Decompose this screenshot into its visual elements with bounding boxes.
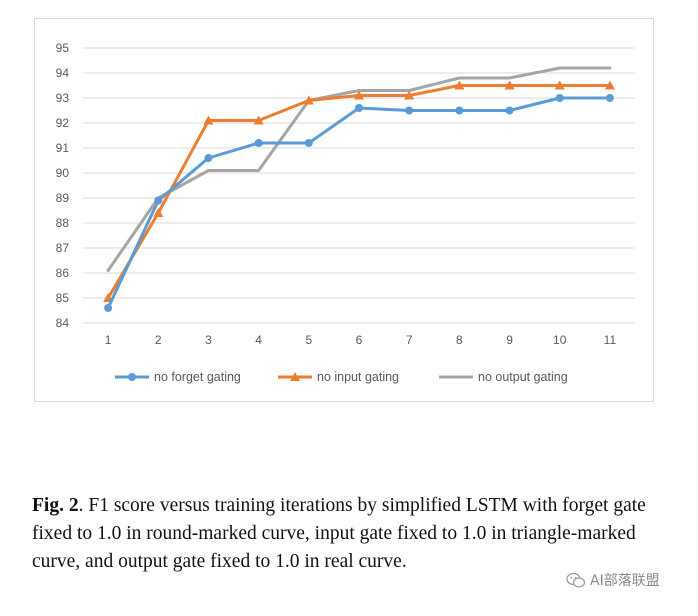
legend-item: no forget gating <box>115 370 241 384</box>
data-point <box>454 80 465 90</box>
x-tick-label: 11 <box>604 333 617 347</box>
data-point <box>554 80 565 90</box>
data-point <box>505 106 514 115</box>
y-tick-label: 94 <box>56 66 70 80</box>
x-axis-ticks: 1 2 3 4 5 6 7 8 9 10 11 <box>105 333 617 347</box>
legend-item: no output gating <box>439 370 568 384</box>
figure-caption: Fig. 2. F1 score versus training iterati… <box>32 492 672 576</box>
wechat-icon <box>566 572 586 588</box>
data-point <box>354 90 364 100</box>
data-point <box>455 106 464 115</box>
data-point <box>405 106 414 115</box>
x-tick-label: 8 <box>456 333 463 347</box>
legend-marker <box>128 373 136 381</box>
x-tick-label: 6 <box>356 333 363 347</box>
x-tick-label: 10 <box>553 333 567 347</box>
data-point <box>605 94 614 102</box>
data-point <box>504 80 515 90</box>
y-tick-label: 92 <box>56 116 70 130</box>
watermark: AI部落联盟 <box>562 568 666 592</box>
data-point <box>254 139 263 147</box>
data-point <box>304 139 313 147</box>
y-tick-label: 91 <box>56 141 70 155</box>
y-tick-label: 89 <box>56 191 70 205</box>
y-tick-label: 90 <box>56 166 70 180</box>
y-axis-ticks: 84 85 86 87 88 89 90 91 92 93 94 95 <box>56 41 70 330</box>
x-tick-label: 9 <box>506 333 513 347</box>
data-point <box>154 196 163 205</box>
legend: no forget gating no input gating no output… <box>115 370 568 384</box>
x-tick-label: 2 <box>155 333 162 347</box>
data-point <box>355 104 363 112</box>
y-tick-label: 85 <box>56 291 70 305</box>
figure-label: Fig. 2 <box>32 495 79 516</box>
x-tick-label: 4 <box>255 333 262 347</box>
data-point <box>204 154 213 162</box>
y-tick-label: 88 <box>56 216 70 230</box>
y-tick-label: 95 <box>56 41 70 55</box>
series-line <box>106 96 612 310</box>
data-point <box>604 80 615 90</box>
chart-figure: 84 85 86 87 88 89 90 91 92 93 94 95 1 2 3 4 5 6 7 8 9 10 11 n… <box>34 18 654 402</box>
y-tick-label: 93 <box>56 91 70 105</box>
y-tick-label: 86 <box>56 266 70 280</box>
y-tick-label: 84 <box>56 316 70 330</box>
series-line <box>106 84 612 300</box>
data-point <box>303 95 314 105</box>
data-point <box>253 115 264 125</box>
x-tick-label: 5 <box>305 333 312 347</box>
legend-label: no output gating <box>478 370 568 384</box>
y-tick-label: 87 <box>56 241 70 255</box>
x-tick-label: 1 <box>105 333 112 347</box>
watermark-text: AI部落联盟 <box>590 573 660 589</box>
series-no-forget-gating <box>104 94 614 312</box>
gridlines <box>83 47 635 324</box>
data-point <box>104 304 113 312</box>
legend-item: no input gating <box>278 370 399 384</box>
data-point <box>555 94 564 102</box>
data-point <box>404 90 415 100</box>
legend-label: no forget gating <box>154 370 241 384</box>
data-point <box>153 208 164 217</box>
data-point <box>203 115 214 125</box>
legend-marker <box>290 372 300 381</box>
x-tick-label: 7 <box>406 333 413 347</box>
series-no-input-gating <box>103 80 615 302</box>
x-tick-label: 3 <box>205 333 212 347</box>
legend-label: no input gating <box>317 370 399 384</box>
caption-text: . F1 score versus training iterations by… <box>32 495 646 572</box>
series-lines <box>103 66 615 312</box>
